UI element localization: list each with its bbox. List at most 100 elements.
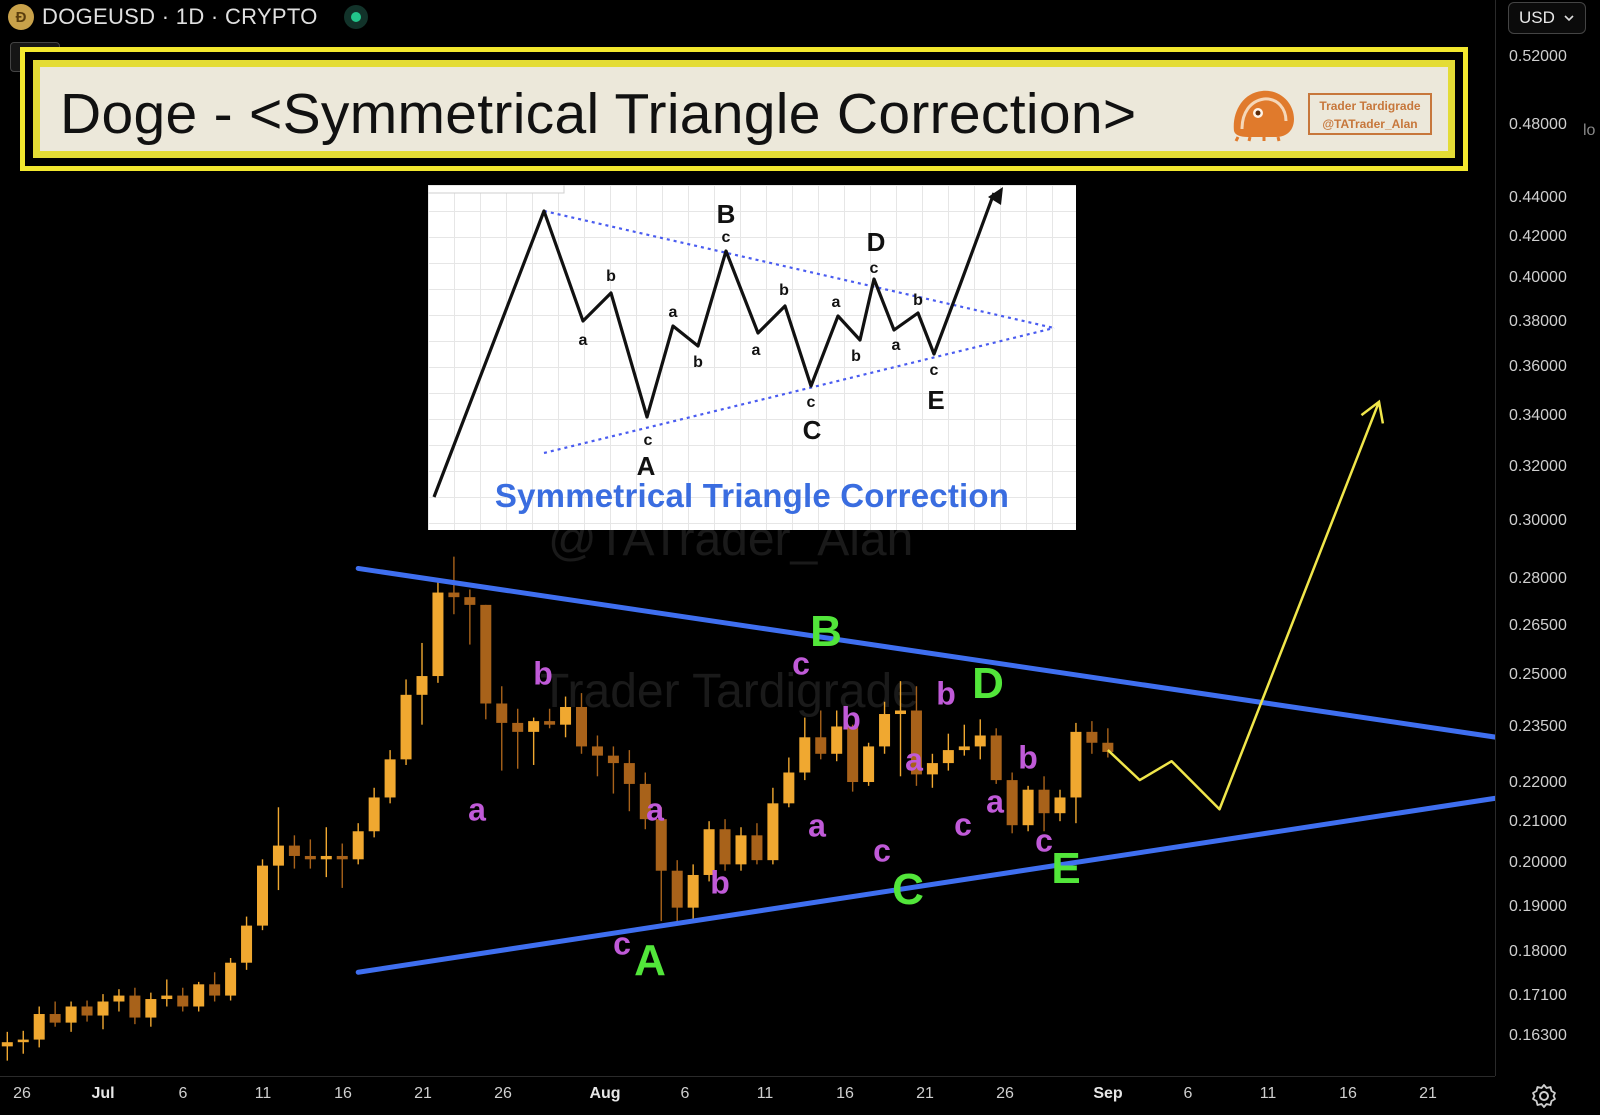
candle-body bbox=[576, 706, 587, 747]
wave-label-minor: c bbox=[1035, 822, 1053, 859]
candle-body bbox=[831, 726, 843, 754]
candle-body bbox=[1054, 797, 1066, 814]
candle-body bbox=[1086, 731, 1098, 743]
price-tick-label: 0.52000 bbox=[1509, 48, 1567, 65]
diagram-tab bbox=[428, 185, 565, 194]
price-tick-label: 0.21000 bbox=[1509, 813, 1567, 831]
candle-body bbox=[49, 1014, 61, 1023]
candle-body bbox=[320, 855, 332, 860]
candle-body bbox=[1102, 742, 1114, 752]
wave-label-minor: a bbox=[468, 791, 486, 828]
diagram-minor-label: b bbox=[913, 292, 923, 309]
logo-text-box: Trader Tardigrade @TATrader_Alan bbox=[1308, 93, 1432, 135]
candle-body bbox=[926, 763, 938, 775]
wave-label-minor: b bbox=[533, 655, 553, 692]
symbol-title[interactable]: DOGEUSD · 1D · CRYPTO bbox=[42, 4, 318, 29]
candle-body bbox=[368, 797, 380, 832]
trendline-upper bbox=[355, 565, 1495, 740]
diagram-minor-label: b bbox=[693, 354, 703, 371]
candle-body bbox=[1038, 789, 1050, 814]
projection-arrow-head bbox=[1360, 399, 1385, 424]
doge-coin-icon: Ð bbox=[8, 4, 34, 30]
candle-body bbox=[257, 865, 268, 926]
time-tick-label: 11 bbox=[756, 1085, 774, 1102]
time-tick-label: 6 bbox=[680, 1085, 690, 1102]
time-tick-label: Sep bbox=[1093, 1085, 1123, 1102]
price-tick-label: 0.25000 bbox=[1509, 666, 1567, 684]
diagram-minor-label: a bbox=[752, 342, 761, 359]
currency-select[interactable]: USD bbox=[1508, 2, 1586, 34]
wave-label-minor: c bbox=[613, 925, 631, 962]
logo-line-1: Trader Tardigrade bbox=[1319, 99, 1421, 113]
time-tick-label: Jul bbox=[91, 1085, 115, 1102]
candle-body bbox=[799, 737, 811, 773]
chevron-down-icon bbox=[1564, 15, 1574, 22]
wave-label-minor: a bbox=[646, 791, 664, 828]
candle-body bbox=[384, 759, 396, 798]
candle-body bbox=[1, 1042, 13, 1047]
candle-body bbox=[304, 855, 316, 860]
candle-body bbox=[161, 995, 173, 1000]
symbol-header: Ð DOGEUSD · 1D · CRYPTO bbox=[0, 0, 1480, 34]
price-tick-label: 0.40000 bbox=[1509, 269, 1567, 287]
candle-body bbox=[910, 710, 922, 775]
price-tick-label: 0.44000 bbox=[1509, 188, 1567, 206]
price-axis[interactable]: 0.52000 0.48000 0.44000 0.42000 0.40000 0.380… bbox=[1495, 0, 1600, 1076]
diagram-grid bbox=[428, 185, 1076, 530]
wave-label-major: C bbox=[892, 865, 924, 914]
candle-body bbox=[145, 999, 157, 1018]
market-status-icon bbox=[343, 5, 368, 29]
time-axis[interactable]: 26 Jul 6 11 16 21 26 Aug 6 11 16 21 26 Sep 6 11 16 21 bbox=[0, 1076, 1495, 1115]
watermark-name: Trader Tardigrade bbox=[540, 665, 919, 718]
candle-body bbox=[942, 750, 954, 764]
candle-body bbox=[17, 1039, 29, 1043]
candle-body bbox=[895, 710, 906, 715]
wave-label-minor: c bbox=[873, 832, 891, 869]
wave-label-minor: a bbox=[986, 783, 1004, 820]
candle-body bbox=[177, 995, 189, 1007]
wave-label-minor: c bbox=[792, 645, 810, 682]
gear-icon[interactable] bbox=[1530, 1082, 1558, 1110]
candle-body bbox=[97, 1001, 109, 1016]
tardigrade-logo-icon bbox=[1233, 90, 1294, 142]
wave-label-minor: a bbox=[808, 807, 826, 844]
candle-body bbox=[129, 995, 141, 1018]
diagram-label-E: E bbox=[927, 385, 944, 415]
diagram-minor-label: a bbox=[832, 294, 841, 311]
candle-body bbox=[65, 1006, 77, 1023]
candle-body bbox=[847, 726, 859, 783]
wave-label-major: D bbox=[972, 659, 1004, 708]
price-tick-label: 0.48000 bbox=[1509, 115, 1567, 133]
candle-body bbox=[863, 746, 875, 783]
candle-body bbox=[480, 604, 492, 704]
diagram-minor-label: c bbox=[722, 229, 731, 246]
candle-body bbox=[560, 706, 572, 725]
diagram-minor-label: b bbox=[779, 282, 789, 299]
candle-body bbox=[81, 1006, 93, 1016]
candle-body bbox=[209, 984, 221, 996]
candle-body bbox=[241, 925, 253, 963]
candle-body bbox=[432, 592, 444, 677]
wave-label-minor: b bbox=[710, 864, 730, 901]
diagram-minor-label: c bbox=[644, 432, 653, 449]
candle-body bbox=[958, 746, 970, 751]
price-tick-label: 0.23500 bbox=[1509, 718, 1567, 736]
time-tick-label: 6 bbox=[1183, 1085, 1193, 1102]
diagram-minor-label: a bbox=[892, 337, 901, 354]
wave-label-minor: c bbox=[954, 806, 972, 843]
price-chart[interactable] bbox=[0, 0, 1495, 1076]
diagram-caption: Symmetrical Triangle Correction bbox=[494, 477, 1010, 514]
time-tick-label: 21 bbox=[414, 1085, 432, 1102]
diagram-minor-label: c bbox=[870, 260, 879, 277]
candle-body bbox=[655, 819, 667, 871]
diagram-label-C: C bbox=[803, 415, 822, 445]
price-tick-label: 0.19000 bbox=[1509, 897, 1567, 915]
diagram-drawing: A B C D E a b c a b c a b c a b c a b c bbox=[428, 185, 1055, 498]
wave-label-major: A bbox=[634, 936, 666, 985]
diagram-arrow-head bbox=[988, 187, 1003, 205]
candle-body bbox=[464, 597, 476, 605]
time-tick-label: 26 bbox=[996, 1085, 1014, 1102]
candle-body bbox=[336, 855, 348, 860]
diagram-upper-line bbox=[543, 209, 1055, 330]
candle-body bbox=[528, 721, 540, 732]
